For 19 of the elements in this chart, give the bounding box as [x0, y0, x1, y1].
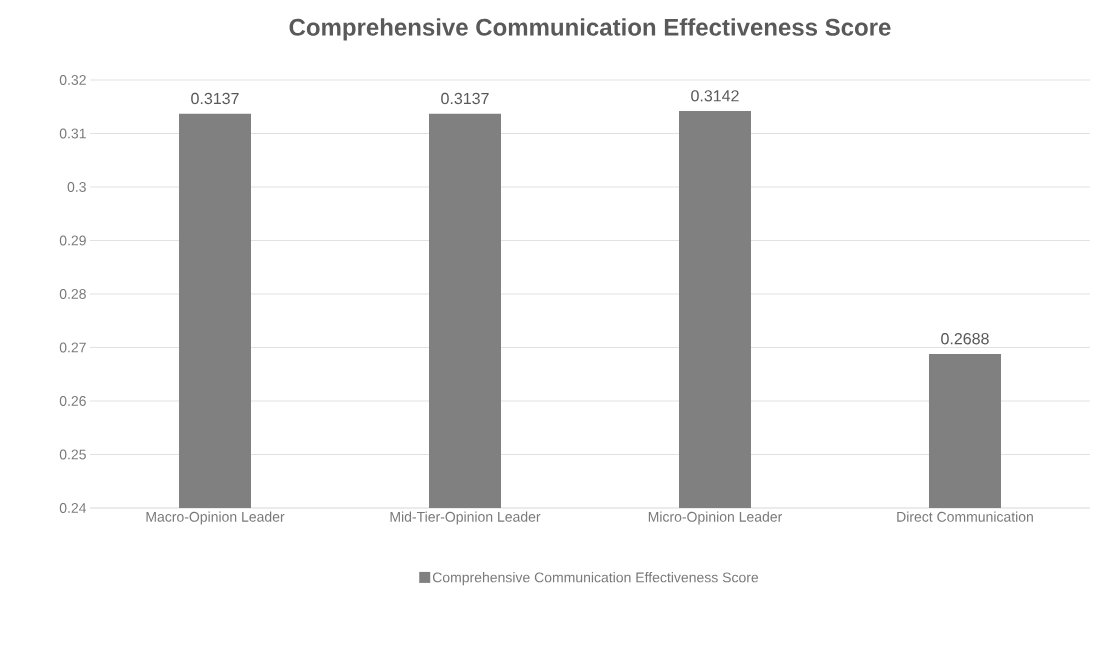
- x-tick-label: Mid-Tier-Opinion Leader: [390, 511, 541, 525]
- y-tick-label: 0.29: [59, 235, 86, 246]
- y-tick-label: 0.32: [59, 75, 86, 85]
- y-tick-label: 0.3: [67, 182, 86, 192]
- y-tick-label: 0.27: [59, 342, 86, 353]
- y-tick-label: 0.26: [59, 396, 86, 406]
- chart-title: Comprehensive Communication Effectiveness Score: [289, 18, 891, 41]
- y-tick-label: 0.25: [59, 449, 86, 460]
- legend-label: Comprehensive Communication Effectiveness Score: [432, 572, 759, 586]
- y-tick-label: 0.28: [59, 289, 86, 299]
- data-label: 0.3142: [691, 90, 739, 102]
- data-label: 0.2688: [941, 333, 989, 345]
- y-tick-label: 0.31: [59, 128, 86, 139]
- x-tick-label: Micro-Opinion Leader: [648, 511, 783, 525]
- data-label: 0.3137: [191, 92, 239, 105]
- x-tick-label: Direct Communication: [897, 511, 1033, 522]
- y-tick-label: 0.24: [59, 503, 87, 513]
- data-label: 0.3137: [441, 92, 489, 105]
- x-tick-label: Macro-Opinion Leader: [146, 511, 285, 525]
